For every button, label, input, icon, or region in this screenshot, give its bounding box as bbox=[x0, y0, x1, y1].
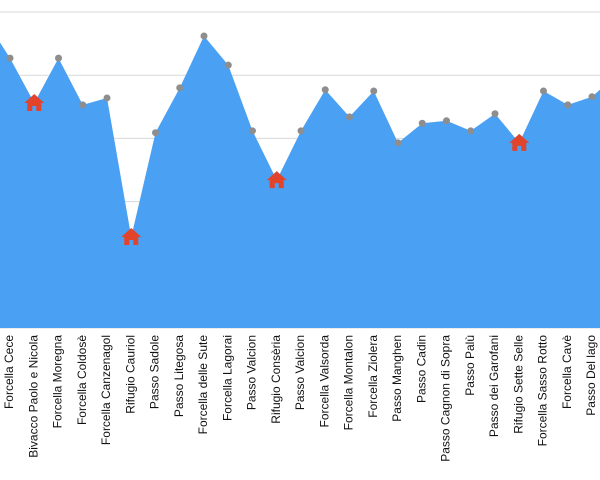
x-tick-label: Passo Cadin bbox=[414, 335, 428, 403]
hut-marker bbox=[121, 227, 142, 245]
point bbox=[418, 119, 426, 127]
point bbox=[370, 87, 378, 95]
x-tick-label: Forcella Canzenagol bbox=[99, 335, 113, 445]
point bbox=[249, 127, 256, 135]
point bbox=[394, 139, 402, 147]
point bbox=[467, 127, 475, 135]
point bbox=[588, 93, 596, 101]
point bbox=[346, 113, 353, 121]
x-tick-label: Passo Palù bbox=[463, 335, 477, 396]
point bbox=[152, 129, 159, 137]
point bbox=[321, 86, 329, 94]
x-tick-label: Forcella Lagorai bbox=[220, 335, 234, 421]
x-tick-label: Forcella Cece bbox=[2, 335, 16, 409]
point bbox=[443, 117, 450, 125]
point bbox=[200, 32, 208, 40]
point bbox=[55, 54, 62, 62]
point bbox=[564, 101, 572, 109]
point bbox=[79, 101, 87, 109]
x-tick-label: Forcella Sasso Rotto bbox=[536, 335, 550, 447]
x-tick-label: Bivacco Paolo e Nicola bbox=[26, 335, 40, 458]
x-tick-label: Forcella Coldosè bbox=[75, 335, 89, 425]
hut-marker bbox=[266, 171, 287, 189]
point bbox=[6, 54, 14, 62]
point bbox=[297, 127, 305, 135]
x-tick-label: Passo Litegosa bbox=[172, 335, 186, 417]
x-tick-label: Rifugio Cauriol bbox=[123, 335, 137, 414]
hut-marker bbox=[24, 94, 45, 112]
x-tick-label: Forcella Montalon bbox=[342, 335, 356, 430]
x-tick-label: Passo Manghen bbox=[390, 335, 404, 422]
x-tick-label: Rifugio Sette Selle bbox=[511, 335, 525, 434]
point bbox=[103, 94, 111, 102]
x-tick-label: Passo Sadole bbox=[148, 335, 162, 409]
x-tick-label: Passo dei Garofani bbox=[487, 335, 501, 437]
point bbox=[491, 110, 499, 118]
point bbox=[176, 84, 184, 92]
point bbox=[224, 61, 232, 69]
x-tick-label: Passo Valcion bbox=[293, 335, 307, 410]
area bbox=[0, 36, 600, 328]
x-tick-label: Rifugio Consèria bbox=[269, 335, 283, 424]
x-tick-label: Forcella Ziolera bbox=[366, 335, 380, 418]
x-tick-label: Passo Del lago bbox=[584, 335, 598, 416]
x-tick-label: Passo Valcion bbox=[245, 335, 259, 410]
x-tick-label: Forcella Cavè bbox=[560, 335, 574, 409]
x-tick-label: Forcella delle Sute bbox=[196, 335, 210, 435]
x-tick-label: Passo Cagnon di Sopra bbox=[439, 335, 453, 462]
x-tick-label: Forcella Valsorda bbox=[317, 335, 331, 428]
hut-marker bbox=[509, 133, 530, 151]
x-tick-label: Forcella Moregna bbox=[51, 335, 65, 429]
point bbox=[540, 87, 547, 95]
